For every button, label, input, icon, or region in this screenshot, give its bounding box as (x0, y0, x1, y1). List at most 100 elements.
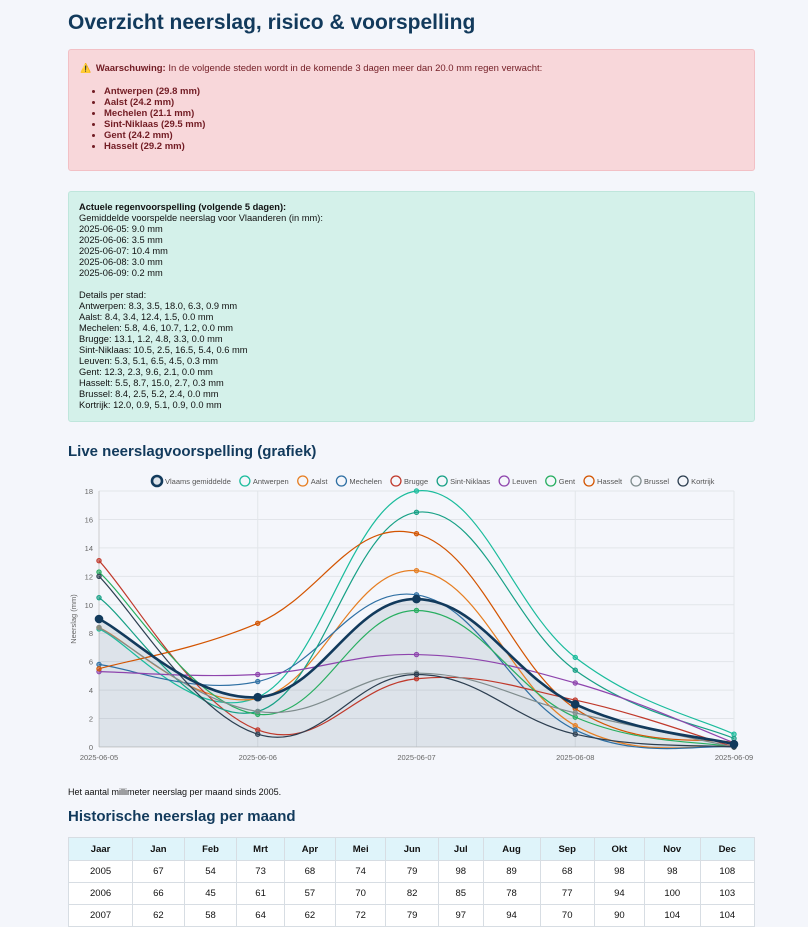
history-table-cell: 79 (385, 860, 440, 883)
history-table-cell: 67 (132, 860, 185, 883)
alert-city-item: Hasselt (29.2 mm) (104, 141, 743, 152)
legend-marker (498, 475, 510, 487)
alert-message: ⚠️ Waarschuwing: In de volgende steden w… (80, 63, 743, 74)
history-table-cell: 62 (283, 904, 337, 927)
data-point (96, 661, 102, 668)
forecast-city-detail: Brugge: 13.1, 1.2, 4.8, 3.3, 0.0 mm (79, 334, 223, 344)
data-point (413, 567, 420, 574)
legend-label: Brussel (644, 477, 669, 486)
history-table-cell: 85 (438, 882, 484, 905)
data-point (412, 594, 421, 604)
history-table-cell: 103 (699, 882, 756, 905)
history-table-cell: 54 (183, 860, 238, 883)
legend-label: Hasselt (597, 477, 623, 486)
history-table-cell: 70 (335, 882, 387, 905)
history-table-cell: 2007 (67, 904, 134, 927)
data-point (255, 678, 261, 685)
history-column-header: Jun (385, 837, 440, 861)
history-table-cell: 70 (539, 904, 595, 927)
history-heading: Historische neerslag per maand (68, 808, 296, 825)
page-title: Overzicht neerslag, risico & voorspellin… (68, 11, 476, 34)
history-table-cell: 64 (236, 904, 285, 927)
legend-marker (390, 475, 402, 487)
alert-city-item: Gent (24.2 mm) (104, 130, 743, 141)
forecast-daily-item: 2025-06-05: 9.0 mm (79, 224, 163, 234)
alert-city-item: Aalst (24.2 mm) (104, 97, 743, 108)
forecast-city-detail: Brussel: 8.4, 2.5, 5.2, 2.4, 0.0 mm (79, 389, 219, 399)
forecast-daily-item: 2025-06-08: 3.0 mm (79, 257, 163, 267)
y-tick-label: 18 (85, 487, 93, 496)
history-table-cell: 97 (438, 904, 484, 927)
x-tick-label: 2025-06-09 (715, 753, 753, 762)
legend-marker (630, 475, 642, 487)
legend-label: Mechelen (349, 477, 382, 486)
legend-label: Leuven (512, 477, 537, 486)
history-table-cell: 72 (335, 904, 387, 927)
data-point (255, 708, 261, 715)
alert-text: In de volgende steden wordt in de komend… (165, 63, 543, 74)
history-column-header: Aug (482, 837, 541, 861)
forecast-city-detail: Gent: 12.3, 2.3, 9.6, 2.1, 0.0 mm (79, 367, 213, 377)
data-point (731, 731, 737, 737)
y-tick-label: 14 (85, 544, 93, 553)
rain-warning-alert: ⚠️ Waarschuwing: In de volgende steden w… (68, 49, 755, 171)
history-table-cell: 98 (593, 860, 645, 883)
history-column-header: Dec (699, 837, 756, 861)
history-header-row: Jaar Jan Feb Mrt Apr Mei Jun Jul Aug Sep Okt Nov Dec (67, 837, 756, 861)
history-column-header: Jul (438, 837, 484, 861)
history-table-cell: 100 (643, 882, 701, 905)
data-point (572, 710, 578, 716)
alert-label: Waarschuwing: (95, 63, 166, 74)
series-line (98, 571, 735, 748)
history-table-cell: 57 (283, 882, 337, 905)
data-point (255, 620, 261, 626)
forecast-city-detail: Antwerpen: 8.3, 3.5, 18.0, 6.3, 0.9 mm (79, 301, 238, 311)
history-table-cell: 104 (643, 904, 701, 927)
history-table-cell: 74 (335, 860, 387, 883)
history-column-header: Mrt (236, 837, 285, 861)
legend-label: Brugge (404, 477, 428, 486)
forecast-panel: Actuele regenvoorspelling (volgende 5 da… (68, 191, 755, 422)
forecast-details-list: Antwerpen: 8.3, 3.5, 18.0, 6.3, 0.9 mm Aa… (79, 301, 744, 411)
history-table-cell: 98 (438, 860, 484, 883)
history-table-cell: 73 (236, 860, 285, 883)
history-table-cell: 104 (699, 904, 756, 927)
rain-forecast-chart: 0 2 4 6 8 10 12 14 16 18 2025-06-05 2025-06-06 2025-… (69, 474, 753, 762)
data-point (572, 680, 578, 686)
legend-marker (335, 475, 348, 487)
chart-heading: Live neerslagvoorspelling (grafiek) (68, 443, 317, 460)
forecast-daily-list: 2025-06-05: 9.0 mm 2025-06-06: 3.5 mm 2025… (79, 224, 744, 279)
history-column-header: Nov (643, 837, 701, 861)
history-column-header: Jan (132, 837, 185, 861)
data-point (413, 488, 420, 494)
history-column-header: Sep (539, 837, 595, 861)
series-line (98, 511, 735, 740)
alert-city-list: Antwerpen (29.8 mm)Aalst (24.2 mm)Mechel… (80, 86, 743, 152)
legend-marker (436, 475, 448, 487)
data-point (413, 676, 420, 682)
forecast-city-detail: Kortrijk: 12.0, 0.9, 5.1, 0.9, 0.0 mm (79, 400, 222, 410)
data-point (96, 624, 102, 631)
y-tick-label: 10 (85, 601, 93, 610)
history-table-row: 2007 62 58 64 62 72 79 97 94 70 90 104 104 (67, 904, 756, 927)
y-tick-label: 2 (89, 715, 93, 724)
history-table-cell: 108 (699, 860, 756, 883)
forecast-heading: Actuele regenvoorspelling (volgende 5 da… (79, 202, 287, 212)
data-point (255, 671, 261, 678)
legend-marker (239, 475, 251, 487)
alert-city-item: Mechelen (21.1 mm) (104, 108, 743, 119)
x-tick-label: 2025-06-07 (397, 753, 435, 762)
y-tick-label: 8 (89, 629, 93, 638)
history-column-header: Mei (335, 837, 387, 861)
legend-label: Aalst (311, 477, 329, 486)
forecast-daily-item: 2025-06-06: 3.5 mm (79, 235, 163, 245)
history-table-cell: 58 (183, 904, 238, 927)
forecast-daily-item: 2025-06-09: 0.2 mm (79, 268, 163, 278)
forecast-subheading: Gemiddelde voorspelde neerslag voor Vlaa… (79, 213, 323, 223)
legend-label: Antwerpen (253, 477, 289, 486)
history-table-cell: 89 (482, 860, 541, 883)
legend-label: Sint-Niklaas (450, 477, 490, 486)
legend-label: Gent (559, 477, 576, 486)
y-tick-label: 4 (89, 686, 93, 695)
history-table-cell: 62 (132, 904, 185, 927)
